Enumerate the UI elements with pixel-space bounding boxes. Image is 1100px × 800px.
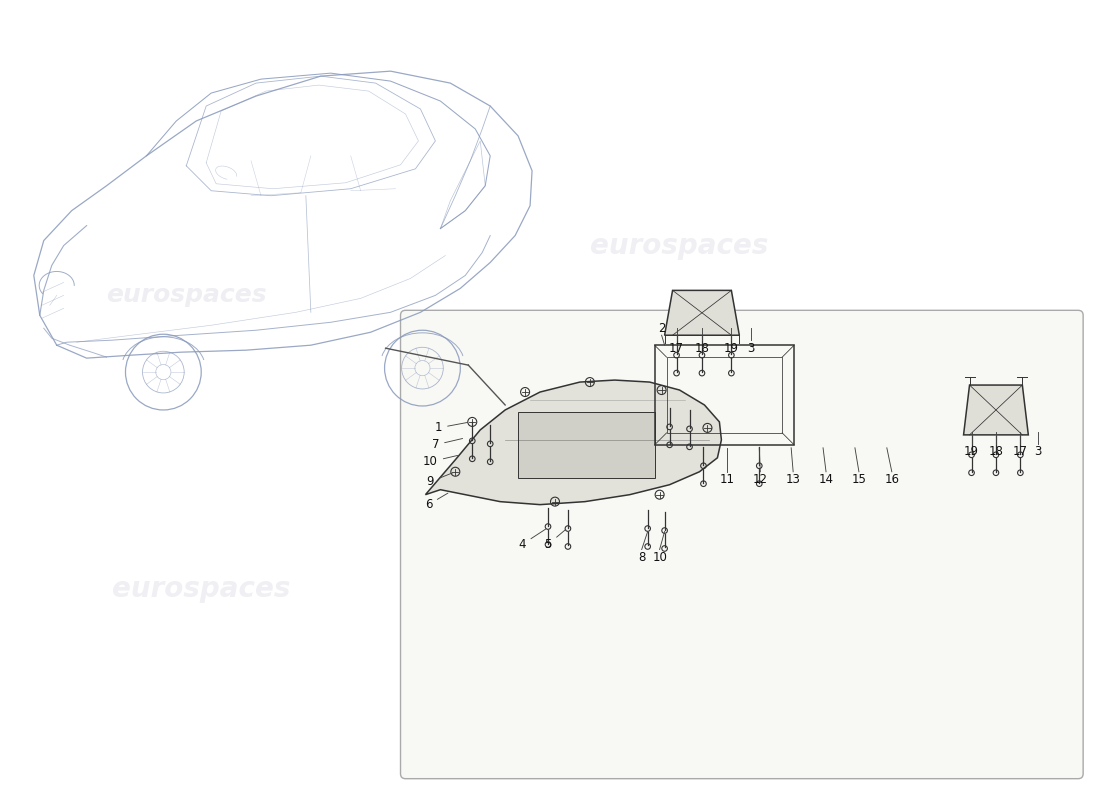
Text: eurospaces: eurospaces xyxy=(112,575,290,603)
Text: 19: 19 xyxy=(964,446,979,458)
Text: 17: 17 xyxy=(1013,446,1027,458)
Text: 7: 7 xyxy=(431,438,463,451)
Text: 18: 18 xyxy=(989,446,1003,458)
Text: 8: 8 xyxy=(638,551,646,564)
Text: 6: 6 xyxy=(425,493,448,511)
Text: 10: 10 xyxy=(652,551,667,564)
Text: 13: 13 xyxy=(785,474,801,486)
Text: 2: 2 xyxy=(658,322,666,334)
Text: 4: 4 xyxy=(518,529,546,551)
Text: 15: 15 xyxy=(851,474,867,486)
Text: 1: 1 xyxy=(434,422,468,434)
FancyBboxPatch shape xyxy=(400,310,1084,778)
Text: 17: 17 xyxy=(669,342,684,354)
Text: 5: 5 xyxy=(544,530,565,551)
Text: eurospaces: eurospaces xyxy=(591,231,769,259)
Polygon shape xyxy=(426,380,722,505)
Polygon shape xyxy=(664,290,739,335)
Polygon shape xyxy=(964,385,1028,435)
Text: 11: 11 xyxy=(719,474,735,486)
Text: eurospaces: eurospaces xyxy=(639,538,800,562)
Text: 18: 18 xyxy=(694,342,710,354)
Text: 10: 10 xyxy=(424,455,458,468)
Text: 19: 19 xyxy=(724,342,739,354)
Text: 3: 3 xyxy=(1035,446,1042,458)
Polygon shape xyxy=(518,412,654,478)
Text: 14: 14 xyxy=(818,474,834,486)
Text: 9: 9 xyxy=(427,473,453,488)
Text: 3: 3 xyxy=(748,342,755,354)
Text: eurospaces: eurospaces xyxy=(106,283,266,307)
Text: 12: 12 xyxy=(752,474,768,486)
Text: 16: 16 xyxy=(884,474,900,486)
